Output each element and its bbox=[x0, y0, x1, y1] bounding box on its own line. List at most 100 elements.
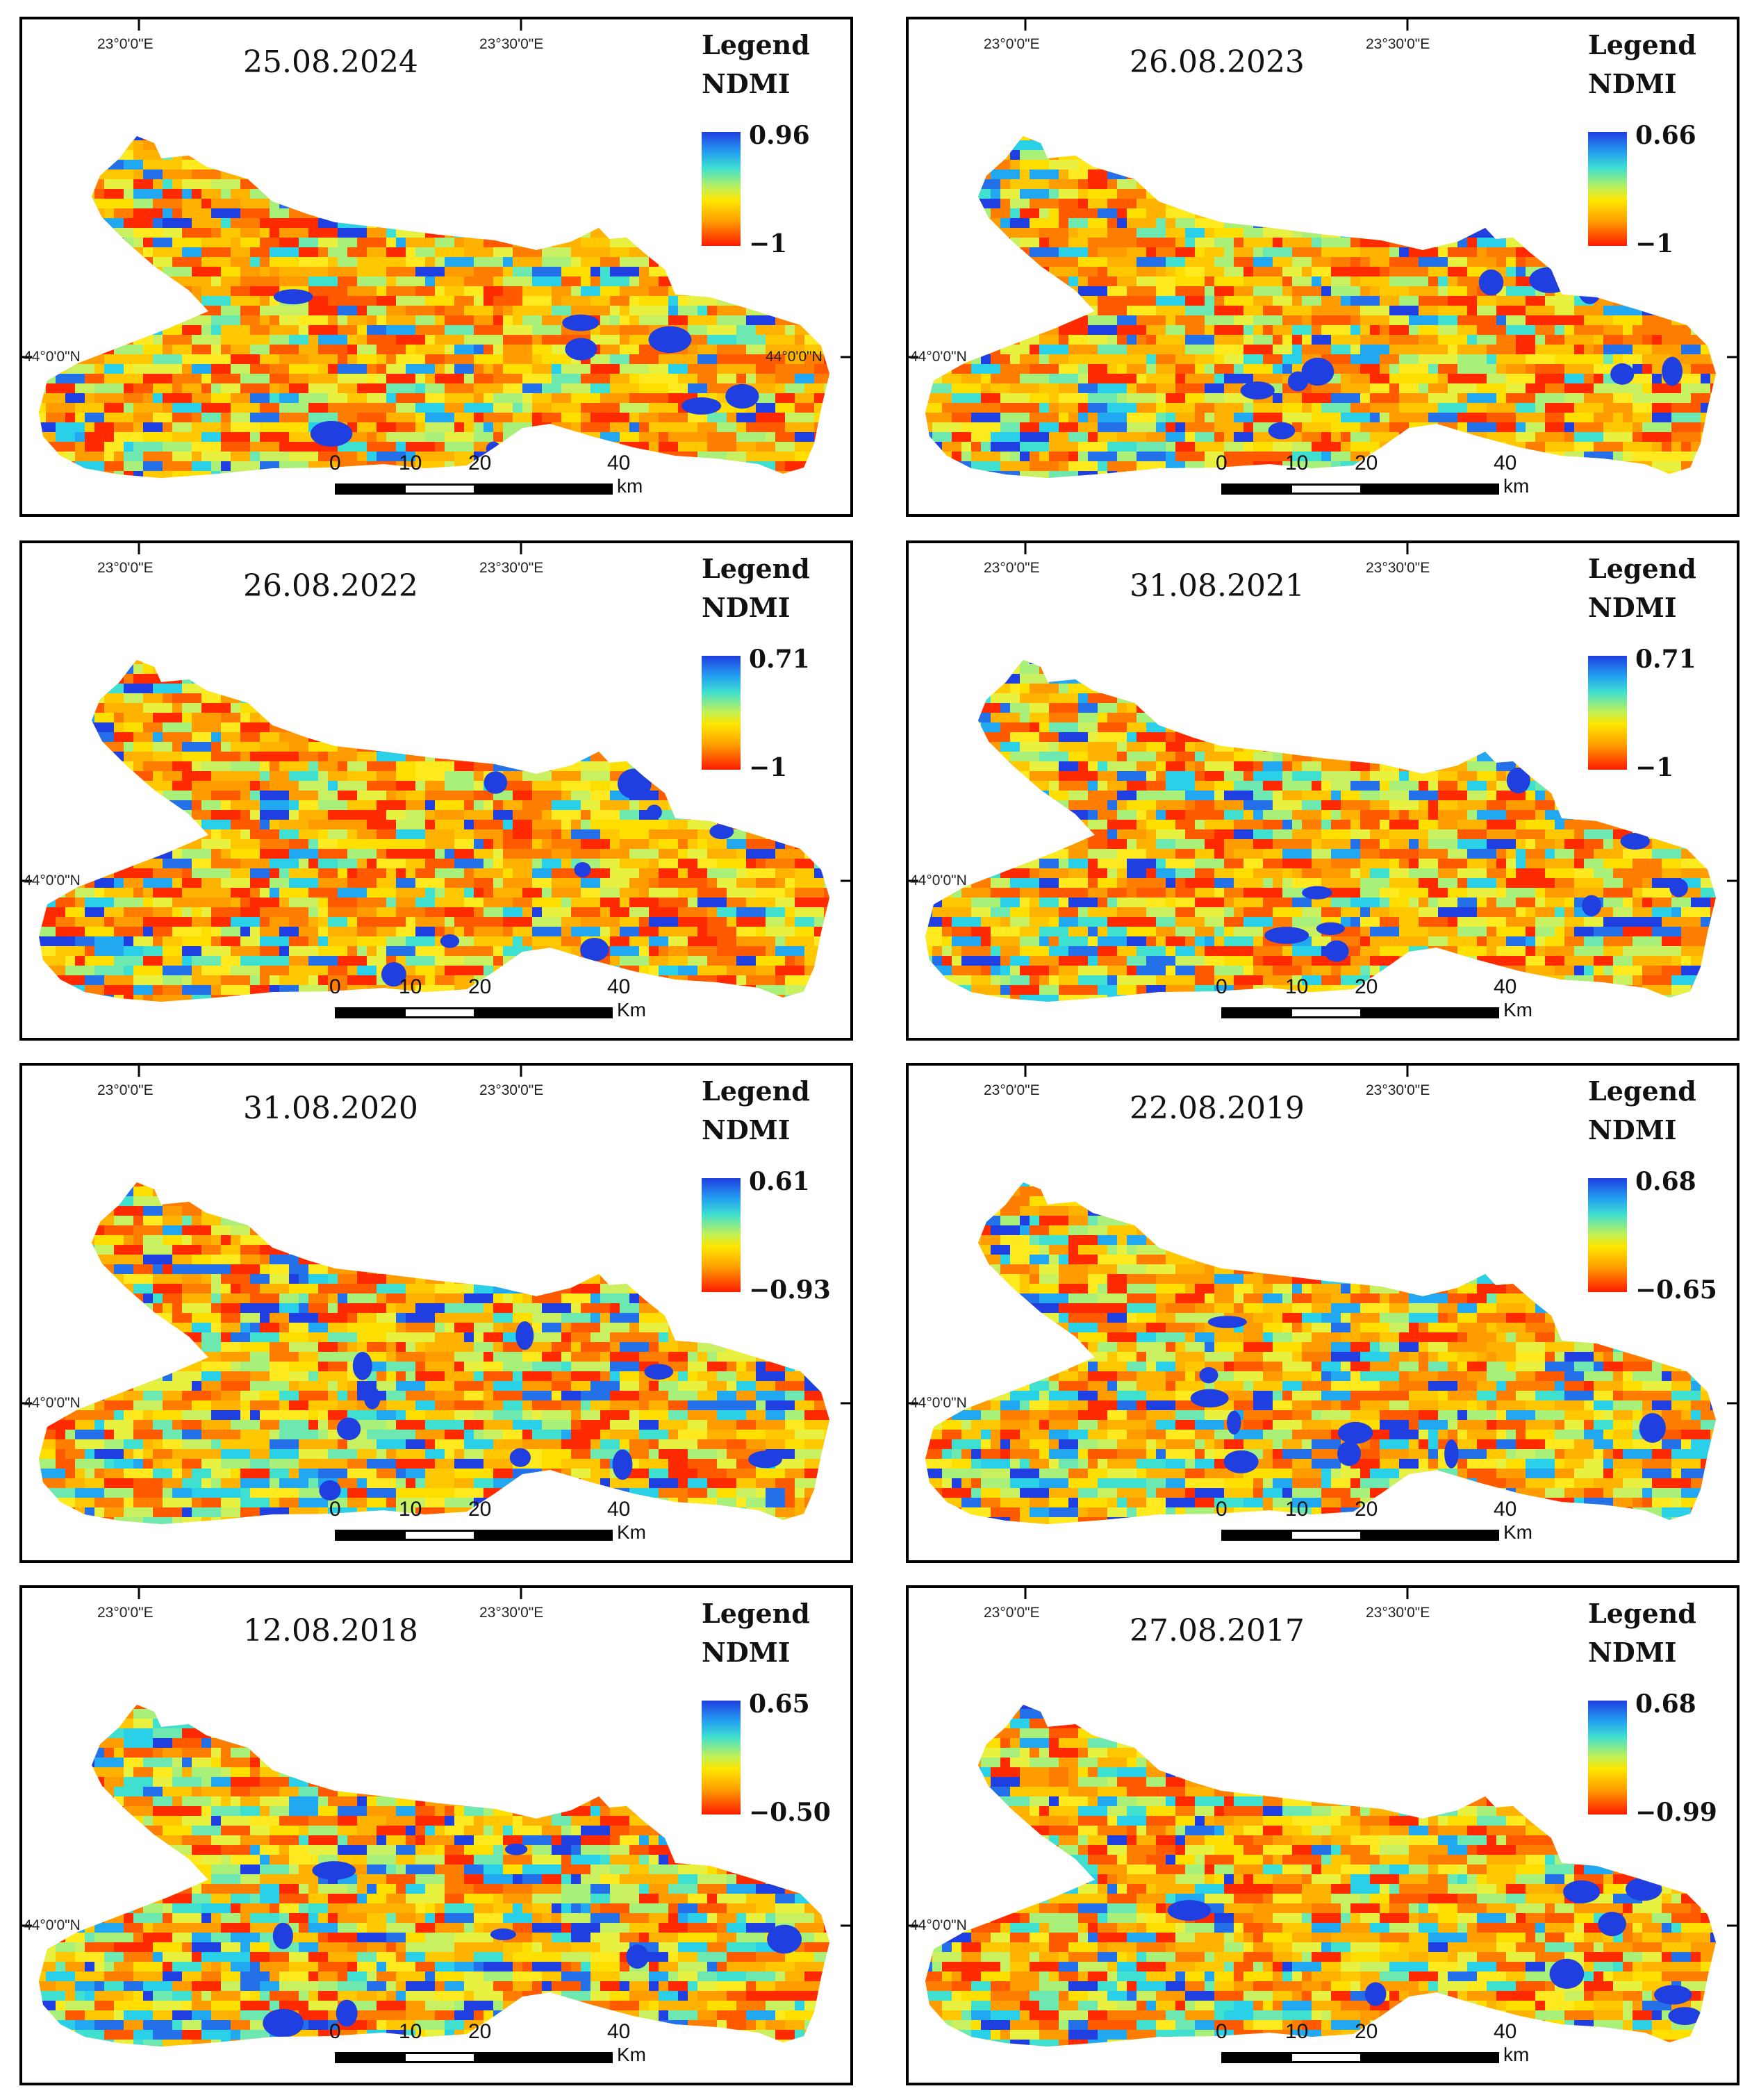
scale-unit: km bbox=[617, 475, 643, 497]
longitude-label: 23°30'0"E bbox=[479, 1082, 544, 1098]
scale-tick-label: 20 bbox=[1355, 1498, 1378, 1521]
scale-tick-label: 0 bbox=[1216, 975, 1228, 998]
longitude-label: 23°0'0"E bbox=[97, 36, 154, 52]
legend-min-value: −0.65 bbox=[1635, 1275, 1717, 1305]
scale-tick-label: 10 bbox=[1285, 2020, 1309, 2043]
scale-tick-label: 20 bbox=[468, 452, 492, 474]
legend-title: Legend bbox=[1588, 1075, 1696, 1107]
ndmi-color-ramp bbox=[702, 132, 741, 246]
map-panel: 26.08.2022 23°0'0"E 23°30'0"E 44°0'0"N Legen… bbox=[19, 540, 853, 1041]
scale-tick-label: 10 bbox=[399, 452, 422, 474]
ndmi-color-ramp bbox=[702, 1178, 741, 1292]
legend-title: Legend bbox=[1588, 29, 1696, 60]
latitude-label: 44°0'0"N bbox=[910, 873, 967, 888]
legend-min-value: −1 bbox=[1635, 229, 1674, 258]
scale-tick-label: 0 bbox=[1216, 1498, 1228, 1521]
scale-tick-label: 20 bbox=[1355, 2020, 1378, 2043]
scale-tick-label: 10 bbox=[1285, 452, 1309, 474]
latitude-label: 44°0'0"N bbox=[910, 349, 967, 365]
ndmi-color-ramp bbox=[1588, 132, 1627, 246]
scale-tick-label: 10 bbox=[399, 975, 422, 998]
legend-title: Legend bbox=[702, 1598, 810, 1629]
latitude-label: 44°0'0"N bbox=[910, 1395, 967, 1411]
latitude-label: 44°0'0"N bbox=[24, 1917, 81, 1933]
longitude-label: 23°0'0"E bbox=[984, 1082, 1040, 1098]
scale-tick-label: 0 bbox=[329, 452, 341, 474]
scale-unit: Km bbox=[617, 1521, 646, 1543]
ndmi-color-ramp bbox=[702, 1701, 741, 1814]
scale-bar bbox=[1221, 2052, 1499, 2063]
scale-tick-label: 10 bbox=[399, 2020, 422, 2043]
longitude-label: 23°30'0"E bbox=[479, 1605, 544, 1621]
map-panel: 22.08.2019 23°0'0"E 23°30'0"E 44°0'0"N Legen… bbox=[906, 1063, 1739, 1563]
ndmi-color-ramp bbox=[1588, 656, 1627, 770]
legend-max-value: 0.61 bbox=[749, 1167, 810, 1196]
legend-min-value: −1 bbox=[749, 229, 788, 258]
legend-min-value: −0.50 bbox=[749, 1798, 831, 1827]
latitude-label: 44°0'0"N bbox=[910, 1917, 967, 1933]
scale-unit: km bbox=[1503, 475, 1530, 497]
ndmi-color-ramp bbox=[1588, 1178, 1627, 1292]
legend-min-value: −1 bbox=[749, 753, 788, 782]
map-panel: 26.08.2023 23°0'0"E 23°30'0"E 44°0'0"N Legen… bbox=[906, 17, 1739, 517]
latitude-label: 44°0'0"N bbox=[766, 349, 823, 365]
legend-max-value: 0.65 bbox=[749, 1689, 810, 1719]
scale-bar bbox=[335, 1007, 613, 1018]
legend-index: NDMI bbox=[1588, 592, 1677, 623]
legend-index: NDMI bbox=[1588, 1114, 1677, 1146]
legend-min-value: −0.99 bbox=[1635, 1798, 1717, 1827]
scale-unit: km bbox=[1503, 2044, 1530, 2065]
map-panel: 25.08.2024 23°0'0"E 23°30'0"E 44°0'0"N 44°0'… bbox=[19, 17, 853, 517]
scale-bar bbox=[335, 483, 613, 495]
legend-max-value: 0.68 bbox=[1635, 1167, 1696, 1196]
longitude-label: 23°0'0"E bbox=[984, 36, 1040, 52]
ndmi-raster-map bbox=[909, 543, 1737, 1002]
longitude-label: 23°30'0"E bbox=[1366, 1605, 1430, 1621]
ndmi-color-ramp bbox=[702, 656, 741, 770]
ndmi-raster-map bbox=[909, 1588, 1737, 2047]
acquisition-date: 31.08.2021 bbox=[1130, 568, 1305, 604]
legend-max-value: 0.71 bbox=[749, 645, 810, 674]
scale-unit: Km bbox=[1503, 999, 1532, 1020]
ndmi-color-ramp bbox=[1588, 1701, 1627, 1814]
scale-tick-label: 10 bbox=[1285, 975, 1309, 998]
scale-unit: Km bbox=[617, 2044, 646, 2065]
legend-index: NDMI bbox=[702, 1114, 791, 1146]
scale-bar bbox=[335, 1530, 613, 1541]
legend-min-value: −0.93 bbox=[749, 1275, 831, 1305]
acquisition-date: 26.08.2023 bbox=[1130, 44, 1305, 80]
longitude-label: 23°0'0"E bbox=[984, 560, 1040, 576]
scale-bar bbox=[1221, 1530, 1499, 1541]
acquisition-date: 22.08.2019 bbox=[1130, 1091, 1305, 1126]
legend-title: Legend bbox=[702, 1075, 810, 1107]
scale-unit: Km bbox=[617, 999, 646, 1020]
scale-tick-label: 0 bbox=[329, 975, 341, 998]
scale-tick-label: 0 bbox=[1216, 2020, 1228, 2043]
acquisition-date: 31.08.2020 bbox=[243, 1091, 418, 1126]
longitude-label: 23°0'0"E bbox=[984, 1605, 1040, 1621]
legend-title: Legend bbox=[702, 29, 810, 60]
acquisition-date: 25.08.2024 bbox=[243, 44, 418, 80]
scale-unit: Km bbox=[1503, 1521, 1532, 1543]
scale-bar bbox=[1221, 1007, 1499, 1018]
legend-max-value: 0.68 bbox=[1635, 1689, 1696, 1719]
latitude-label: 44°0'0"N bbox=[24, 349, 81, 365]
ndmi-raster-map bbox=[22, 543, 850, 1002]
latitude-label: 44°0'0"N bbox=[24, 1395, 81, 1411]
scale-tick-label: 10 bbox=[1285, 1498, 1309, 1521]
scale-tick-label: 20 bbox=[468, 2020, 492, 2043]
scale-bar bbox=[335, 2052, 613, 2063]
acquisition-date: 12.08.2018 bbox=[243, 1613, 418, 1648]
longitude-label: 23°30'0"E bbox=[1366, 560, 1430, 576]
legend-index: NDMI bbox=[1588, 68, 1677, 99]
ndmi-raster-map bbox=[22, 1066, 850, 1524]
longitude-label: 23°30'0"E bbox=[1366, 1082, 1430, 1098]
longitude-label: 23°30'0"E bbox=[1366, 36, 1430, 52]
scale-tick-label: 40 bbox=[1494, 452, 1517, 474]
longitude-label: 23°0'0"E bbox=[97, 1605, 154, 1621]
scale-tick-label: 40 bbox=[607, 2020, 631, 2043]
acquisition-date: 26.08.2022 bbox=[243, 568, 418, 604]
scale-tick-label: 20 bbox=[468, 975, 492, 998]
map-panel: 12.08.2018 23°0'0"E 23°30'0"E 44°0'0"N Legen… bbox=[19, 1585, 853, 2085]
ndmi-raster-map bbox=[22, 1588, 850, 2047]
